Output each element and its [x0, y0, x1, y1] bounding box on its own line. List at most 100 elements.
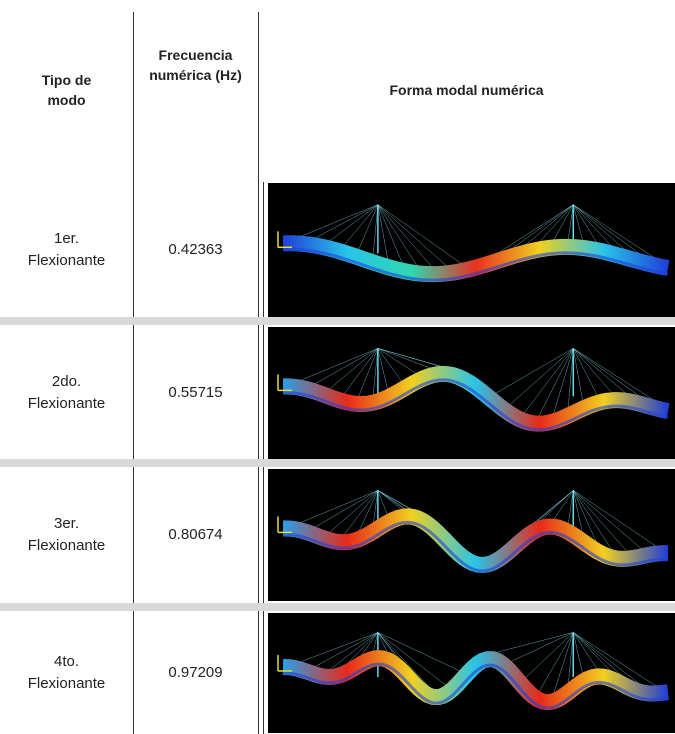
cable — [573, 204, 599, 245]
frequency: 0.42363 — [133, 182, 258, 318]
deck — [280, 365, 671, 432]
deck-edge — [282, 378, 669, 432]
cable — [377, 632, 449, 688]
cable — [573, 632, 614, 674]
cable — [567, 632, 574, 687]
cable — [377, 348, 389, 392]
cable — [377, 348, 419, 376]
mode-shape-image — [268, 613, 675, 733]
header-cell: Tipo de modo — [0, 0, 133, 180]
cable — [573, 490, 644, 551]
cable — [492, 632, 574, 654]
cable — [377, 204, 389, 262]
cell-text: 2do. Flexionante — [27, 373, 106, 412]
cable — [537, 490, 574, 524]
header-text: Forma modal numérica — [389, 82, 544, 98]
cable — [342, 348, 379, 396]
cable — [377, 204, 449, 268]
cable — [492, 204, 574, 257]
frequency: 0.80674 — [133, 468, 258, 602]
frequency: 0.55715 — [133, 326, 258, 460]
cable — [377, 632, 389, 655]
cable — [377, 204, 434, 269]
cable — [342, 490, 379, 537]
cable — [357, 490, 379, 534]
cell-text: 0.42363 — [168, 241, 223, 258]
cable — [492, 348, 574, 396]
deck-edge — [282, 247, 669, 282]
deck-edge — [282, 662, 669, 710]
cable — [522, 348, 574, 415]
cable — [573, 348, 584, 403]
cable — [357, 204, 379, 252]
frequency: 0.97209 — [133, 612, 258, 734]
cable — [312, 632, 379, 668]
cable — [377, 204, 404, 265]
mode-shape-image — [268, 469, 675, 601]
column-divider — [263, 182, 264, 734]
cable — [573, 348, 644, 399]
cable — [573, 490, 614, 552]
cable — [312, 490, 379, 529]
cable — [552, 348, 574, 416]
cable — [522, 632, 574, 681]
cable — [312, 204, 379, 240]
cable — [377, 490, 389, 517]
cable — [573, 632, 599, 671]
cable — [377, 632, 434, 692]
cable — [372, 490, 379, 526]
cable — [552, 490, 574, 521]
cable — [537, 348, 574, 418]
cable — [567, 490, 574, 526]
cable — [573, 204, 584, 242]
cable — [537, 204, 574, 244]
cable — [552, 632, 574, 696]
deck — [280, 235, 671, 283]
deck — [280, 650, 671, 711]
cable — [573, 348, 629, 396]
cable — [573, 632, 629, 682]
deck-edge — [282, 520, 669, 573]
cable — [552, 204, 574, 242]
cable — [567, 204, 574, 241]
cable — [507, 632, 574, 664]
header-text: Tipo de modo — [41, 72, 92, 108]
mode-type: 1er. Flexionante — [0, 182, 133, 318]
cell-text: 4to. Flexionante — [27, 653, 106, 692]
row-separator — [0, 317, 675, 325]
cable — [573, 632, 659, 688]
cable — [372, 348, 379, 397]
cell-text: 0.55715 — [168, 384, 223, 401]
cable — [377, 490, 404, 511]
mode-type: 4to. Flexionante — [0, 612, 133, 734]
column-divider — [258, 12, 259, 734]
cable — [567, 348, 574, 410]
mode-type: 3er. Flexionante — [0, 468, 133, 602]
cable — [327, 490, 379, 534]
cable — [573, 490, 629, 553]
cable — [507, 348, 574, 407]
cable — [297, 632, 378, 664]
cable — [327, 632, 379, 672]
row-separator — [0, 459, 675, 467]
cable — [342, 204, 379, 247]
cable — [573, 204, 644, 257]
cable — [377, 204, 419, 268]
cable — [522, 204, 574, 248]
cell-text: 0.97209 — [168, 664, 223, 681]
cell-text: 1er. Flexionante — [27, 230, 106, 269]
cable — [537, 632, 574, 694]
cable — [377, 632, 464, 673]
mode-shape-image — [268, 327, 675, 459]
mode-type: 2do. Flexionante — [0, 326, 133, 460]
cable — [377, 348, 404, 384]
cable — [372, 632, 379, 653]
header-cell: Frecuencia numérica (Hz) — [133, 0, 258, 180]
cable — [573, 204, 629, 253]
cable — [573, 204, 659, 261]
header-text: Frecuencia numérica (Hz) — [149, 47, 242, 83]
column-divider — [133, 12, 134, 734]
cable — [327, 348, 379, 391]
mode-shape-image — [268, 183, 675, 317]
